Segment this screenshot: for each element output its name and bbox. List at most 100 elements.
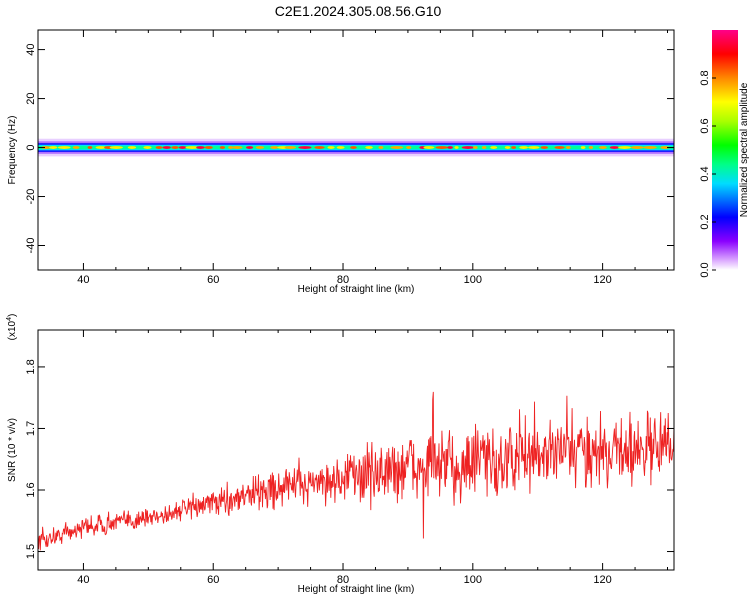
heatmap-hotspot [481, 146, 487, 149]
heatmap-hotspot [204, 146, 213, 149]
heatmap-hotspot [511, 146, 517, 149]
heatmap-hotspot [588, 146, 594, 149]
snr-x-tick-label: 60 [207, 574, 219, 586]
heatmap-hotspot [435, 146, 449, 149]
heatmap-hotspot [454, 146, 459, 149]
heatmap-hotspot [643, 146, 657, 149]
heatmap-frame [37, 29, 675, 271]
snr-series-line [37, 391, 675, 551]
heatmap-hotspot [284, 146, 297, 149]
snr-background [38, 330, 674, 570]
snr-x-tick-label: 120 [593, 574, 611, 586]
heatmap-y-tick-label: -40 [25, 238, 37, 254]
snr-x-ticks: 40 60 80 100 120 [77, 330, 669, 586]
heatmap-hotspot [127, 146, 137, 149]
heatmap-y-tick-label: 40 [25, 43, 37, 55]
heatmap-y-tick-label: 20 [25, 92, 37, 104]
heatmap-hotspot [314, 146, 325, 149]
heatmap-hotspot [228, 146, 234, 149]
snr-y-tick-label: 1.5 [25, 544, 37, 559]
heatmap-hotspot [528, 146, 540, 149]
heatmap-hotspot [95, 146, 107, 149]
heatmap-hotspot [48, 146, 58, 149]
heatmap-hotspot [630, 146, 644, 149]
heatmap-band [38, 138, 674, 157]
heatmap-x-label: Height of straight line (km) [298, 284, 415, 295]
heatmap-hotspot [554, 146, 565, 149]
heatmap-hotspot [155, 146, 163, 149]
heatmap-hotspot [231, 146, 243, 149]
heatmap-hotspot [255, 146, 265, 149]
heatmap-hotspot [171, 146, 179, 149]
heatmap-y-ticks: -40 -20 0 20 40 [25, 43, 674, 253]
heatmap-hotspot [219, 146, 226, 149]
colorbar-ticks: 0.0 0.2 0.4 0.6 0.8 [699, 70, 716, 278]
snr-y-label: SNR (10 * v/v) [7, 418, 18, 482]
heatmap-y-tick-label: 0 [25, 144, 37, 150]
colorbar-tick-label: 0.0 [699, 262, 711, 277]
heatmap-y-label: Frequency (Hz) [7, 116, 18, 185]
heatmap-x-ticks: 40 60 80 100 120 [77, 30, 669, 286]
heatmap-hotspot [565, 146, 571, 149]
heatmap-hotspot [447, 146, 453, 149]
heatmap-x-tick-label: 60 [207, 274, 219, 286]
snr-x-tick-label: 100 [464, 574, 482, 586]
heatmap-hotspot [196, 146, 205, 149]
colorbar-tick-label: 0.6 [699, 118, 711, 133]
snr-panel: 40 60 80 100 120 1.5 1.6 1.7 1.8 Height of stra… [6, 314, 675, 595]
heatmap-hotspot [423, 146, 435, 149]
snr-y-tick-label: 1.8 [25, 359, 37, 374]
heatmap-hotspot [580, 146, 586, 149]
heatmap-x-tick-label: 100 [464, 274, 482, 286]
heatmap-hotspot [406, 146, 412, 149]
heatmap-hotspot [390, 146, 404, 149]
colorbar-tick-label: 0.2 [699, 214, 711, 229]
snr-scale-factor: (x104) [6, 314, 18, 341]
heatmap-hotspot [143, 146, 152, 149]
heatmap-hotspot [490, 146, 498, 149]
heatmap-x-tick-label: 40 [77, 274, 89, 286]
snr-scale-suffix: ) [7, 314, 18, 317]
heatmap-hotspot [519, 146, 529, 149]
heatmap-hotspot [378, 146, 384, 149]
heatmap-hotspot [245, 146, 254, 149]
heatmap-hotspot [504, 146, 511, 149]
snr-scale-base: (x10 [7, 320, 18, 340]
heatmap-hotspot [57, 146, 71, 149]
heatmap-hotspot [540, 146, 548, 149]
heatmap-hotspot [298, 146, 312, 149]
heatmap-hotspot [327, 146, 335, 149]
colorbar-tick-label: 0.4 [699, 166, 711, 181]
heatmap-hotspot [350, 146, 357, 149]
colorbar: 0.0 0.2 0.4 0.6 0.8 Normalized spectral ampl… [699, 30, 750, 278]
heatmap-panel: 40 60 80 100 120 -40 -20 0 20 40 Height of strai… [7, 29, 675, 295]
heatmap-hotspot [72, 146, 80, 149]
heatmap-hotspot [365, 146, 373, 149]
heatmap-hotspot [461, 146, 475, 149]
heatmap-hotspot [660, 146, 670, 149]
heatmap-hotspot [618, 146, 632, 149]
snr-y-tick-label: 1.7 [25, 421, 37, 436]
figure-title: C2E1.2024.305.08.56.G10 [275, 3, 442, 19]
heatmap-x-tick-label: 120 [593, 274, 611, 286]
heatmap-hotspot [599, 146, 607, 149]
snr-scale-exponent: 4 [6, 317, 13, 321]
heatmap-hotspot [178, 146, 187, 149]
colorbar-tick-label: 0.8 [699, 70, 711, 85]
heatmap-hotspot [185, 146, 199, 149]
heatmap-hotspot [162, 146, 171, 149]
heatmap-hotspot [270, 146, 279, 149]
colorbar-gradient [712, 30, 738, 270]
heatmap-hotspot [41, 146, 51, 149]
snr-y-tick-label: 1.6 [25, 482, 37, 497]
heatmap-x-tick-label: 80 [337, 274, 349, 286]
heatmap-hotspot [473, 146, 478, 149]
snr-y-ticks: 1.5 1.6 1.7 1.8 [25, 359, 674, 559]
heatmap-hotspot [87, 146, 93, 149]
snr-x-label: Height of straight line (km) [298, 584, 415, 595]
snr-x-tick-label: 40 [77, 574, 89, 586]
heatmap-hotspot [609, 146, 620, 149]
snr-frame [37, 329, 675, 571]
snr-x-tick-label: 80 [337, 574, 349, 586]
